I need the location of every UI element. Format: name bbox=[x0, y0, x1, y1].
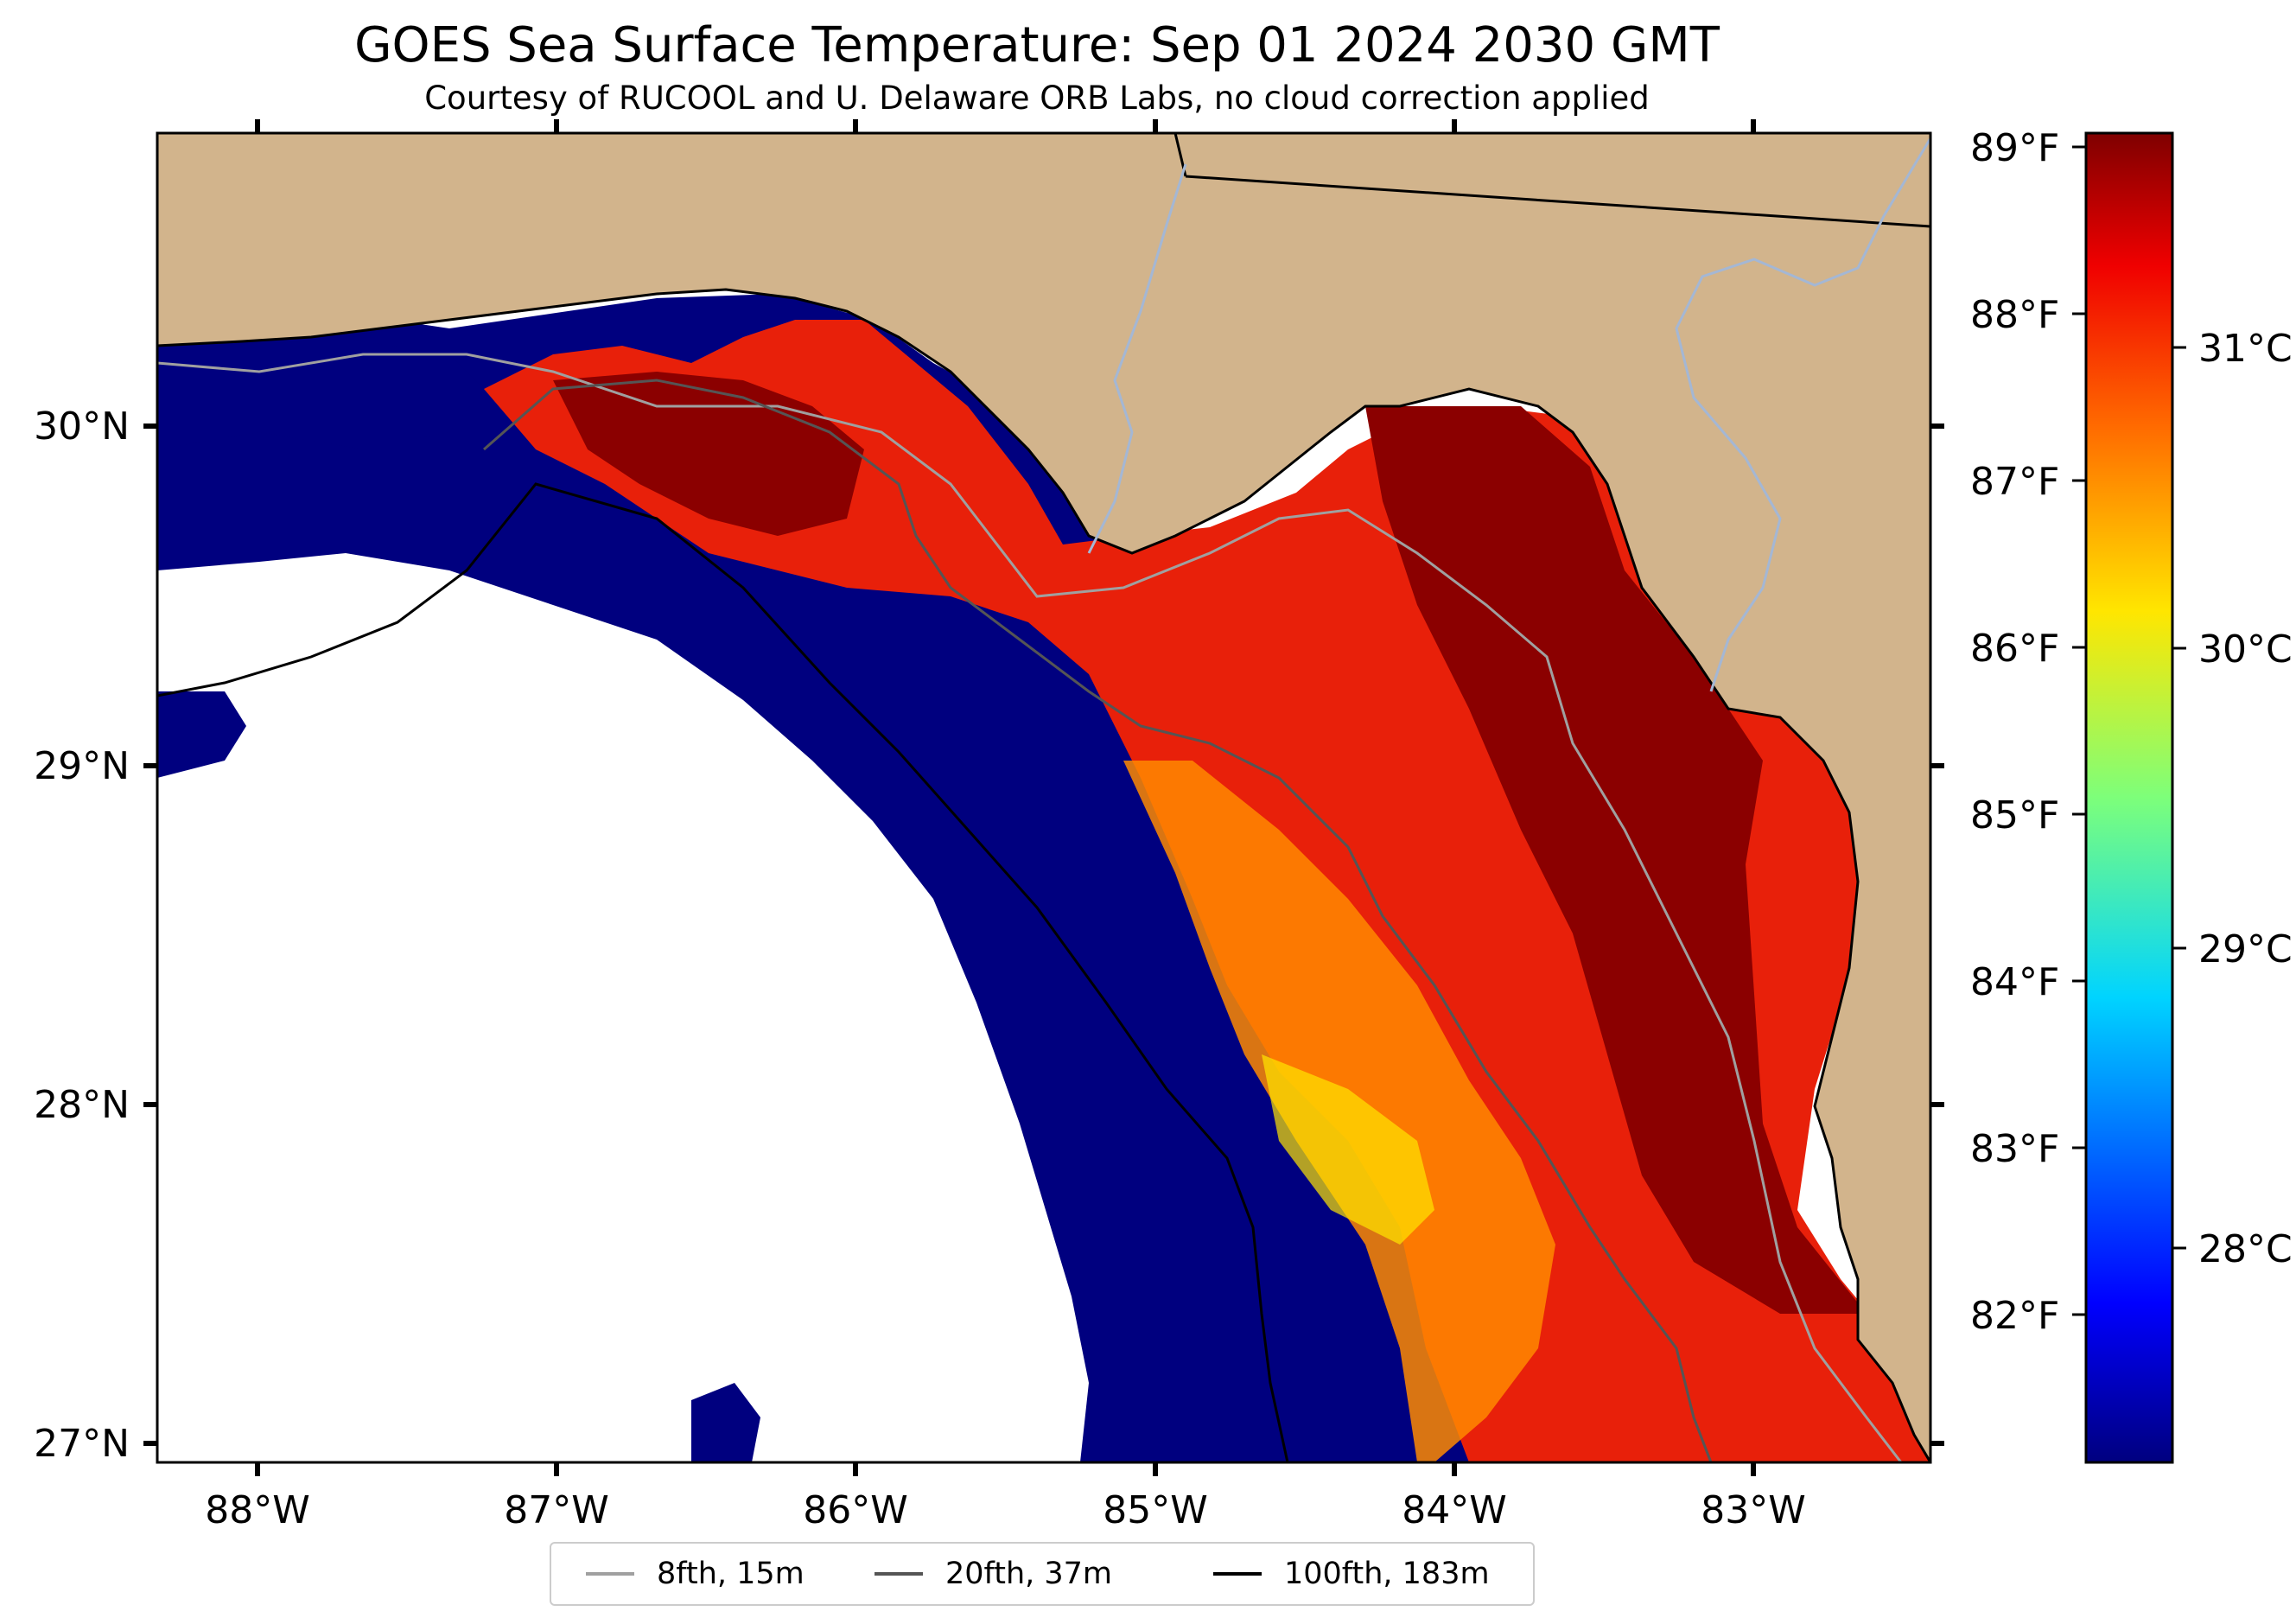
river bbox=[1675, 137, 1930, 692]
map-title: GOES Sea Surface Temperature: Sep 01 202… bbox=[354, 17, 1720, 73]
cold-water-west-patch bbox=[157, 691, 246, 778]
fahrenheit-tick: 85°F bbox=[1970, 793, 2059, 837]
legend-label: 20fth, 37m bbox=[945, 1557, 1113, 1591]
map-subtitle: Courtesy of RUCOOL and U. Delaware ORB L… bbox=[424, 80, 1650, 117]
legend-item-20fth: 20fth, 37m bbox=[875, 1554, 1112, 1594]
fahrenheit-scale: 89°F 88°F 87°F 86°F 85°F 84°F 83°F 82°F bbox=[1970, 126, 2086, 1338]
celsius-tick: 30°C bbox=[2198, 627, 2293, 672]
fahrenheit-tick: 86°F bbox=[1970, 627, 2059, 671]
fahrenheit-tick: 84°F bbox=[1970, 960, 2059, 1004]
yellow-water-patch bbox=[1262, 1054, 1434, 1245]
cold-water-nearshore bbox=[157, 311, 484, 449]
lon-label: 84°W bbox=[1402, 1488, 1507, 1532]
cold-water-band bbox=[157, 285, 1504, 1462]
legend-item-8fth: 8fth, 15m bbox=[586, 1554, 805, 1594]
colorbar bbox=[2084, 131, 2174, 1464]
celsius-tick: 29°C bbox=[2198, 927, 2293, 971]
river bbox=[1087, 163, 1187, 554]
cold-water-south-patch bbox=[691, 1383, 760, 1462]
celsius-tick: 31°C bbox=[2198, 327, 2293, 371]
fahrenheit-tick: 82°F bbox=[1970, 1294, 2059, 1338]
fahrenheit-tick: 87°F bbox=[1970, 460, 2059, 504]
lat-ticks bbox=[143, 424, 1944, 1446]
lat-label: 28°N bbox=[34, 1083, 130, 1127]
legend-line-8fth bbox=[586, 1572, 634, 1576]
fahrenheit-tick: 89°F bbox=[1970, 126, 2059, 170]
contour-100fth bbox=[157, 482, 1289, 1462]
lon-label: 83°W bbox=[1701, 1488, 1806, 1532]
lon-label: 87°W bbox=[504, 1488, 609, 1532]
lon-ticks bbox=[255, 119, 1756, 1476]
map-frame bbox=[156, 131, 1932, 1464]
fahrenheit-tick: 83°F bbox=[1970, 1127, 2059, 1171]
hot-water-northwest bbox=[553, 372, 864, 536]
lon-label: 86°W bbox=[803, 1488, 908, 1532]
celsius-tick: 28°C bbox=[2198, 1227, 2293, 1271]
lon-label: 85°W bbox=[1103, 1488, 1208, 1532]
celsius-scale: 31°C 30°C 29°C 28°C bbox=[2172, 327, 2293, 1271]
fahrenheit-tick: 88°F bbox=[1970, 293, 2059, 337]
contour-legend: 8fth, 15m 20fth, 37m 100fth, 183m bbox=[550, 1542, 1535, 1606]
legend-item-100fth: 100fth, 183m bbox=[1213, 1554, 1490, 1594]
lat-label: 30°N bbox=[34, 404, 130, 449]
legend-label: 100fth, 183m bbox=[1284, 1557, 1490, 1591]
map-area bbox=[157, 133, 1930, 1462]
legend-line-100fth bbox=[1213, 1572, 1262, 1576]
legend-line-20fth bbox=[875, 1572, 923, 1576]
lat-label: 29°N bbox=[34, 744, 130, 788]
land-mass bbox=[157, 133, 1930, 1462]
lon-label: 88°W bbox=[205, 1488, 310, 1532]
legend-label: 8fth, 15m bbox=[657, 1557, 805, 1591]
contour-8fth bbox=[157, 353, 1903, 1462]
lat-label: 27°N bbox=[34, 1422, 130, 1466]
state-border bbox=[1185, 175, 1930, 228]
contour-20fth bbox=[483, 379, 1713, 1462]
